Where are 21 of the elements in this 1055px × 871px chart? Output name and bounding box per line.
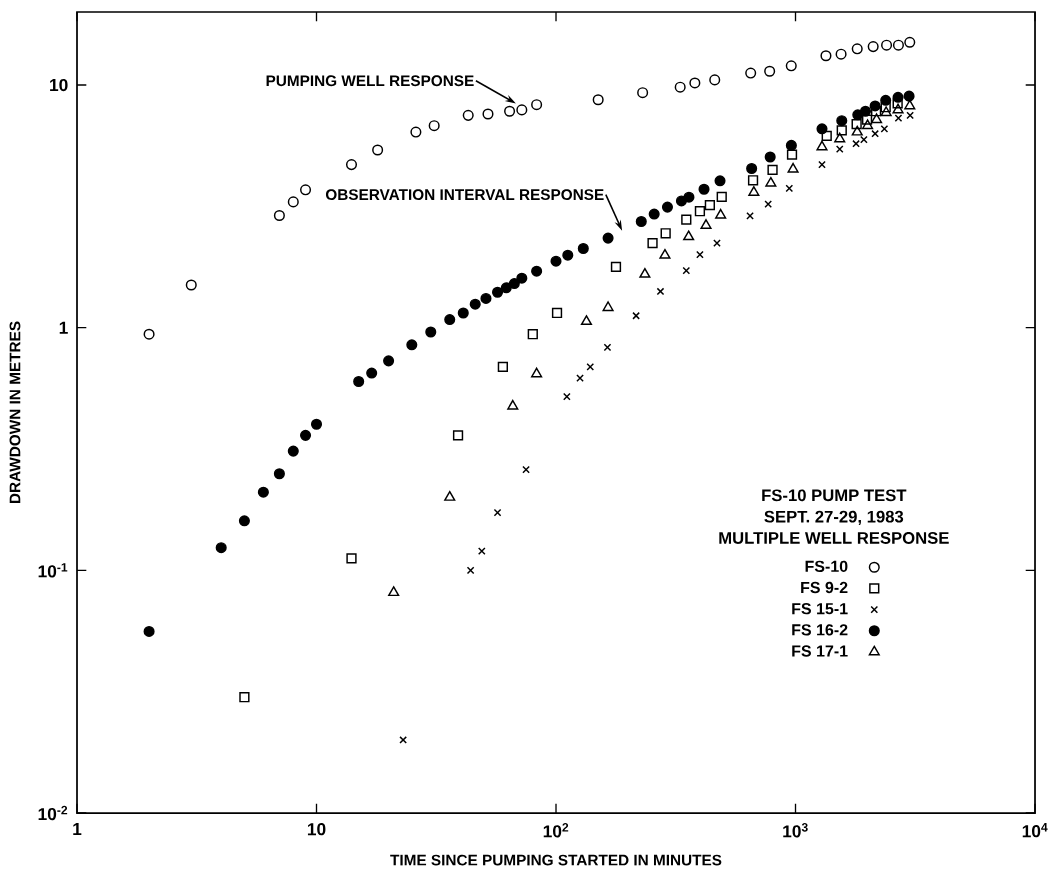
y-axis-title: DRAWDOWN IN METRES (9, 321, 21, 504)
x-tick-label: 10 (307, 823, 326, 836)
legend-label: FS 15-1 (792, 603, 848, 615)
x-tick-label: 10$^{4}$ (1022, 823, 1048, 838)
y-tick-label: 1 (59, 321, 68, 334)
legend-label: FS 9-2 (801, 581, 848, 594)
legend-title: MULTIPLE WELL RESPONSE (719, 532, 949, 544)
x-tick-label: 1 (73, 823, 82, 835)
legend-label: FS 16-2 (792, 624, 848, 636)
annotation: PUMPING WELL RESPONSE (266, 75, 474, 87)
y-tick-label: 10 (50, 78, 68, 92)
legend-label: FS 17-1 (792, 645, 848, 657)
y-tick-label: 10$^{-2}$ (38, 805, 68, 821)
x-axis-title: TIME SINCE PUMPING STARTED IN MINUTES (390, 854, 722, 866)
x-tick-label: 10$^{2}$ (543, 823, 569, 838)
annotation: OBSERVATION INTERVAL RESPONSE (325, 189, 604, 201)
text: FS-10 PUMP TEST (762, 489, 907, 502)
y-tick-label: 10$^{-1}$ (38, 563, 68, 578)
x-tick-label: 10$^{3}$ (783, 823, 808, 838)
legend-label: FS-10 (805, 560, 848, 572)
text: SEPT. 27-29, 1983 (764, 510, 904, 525)
